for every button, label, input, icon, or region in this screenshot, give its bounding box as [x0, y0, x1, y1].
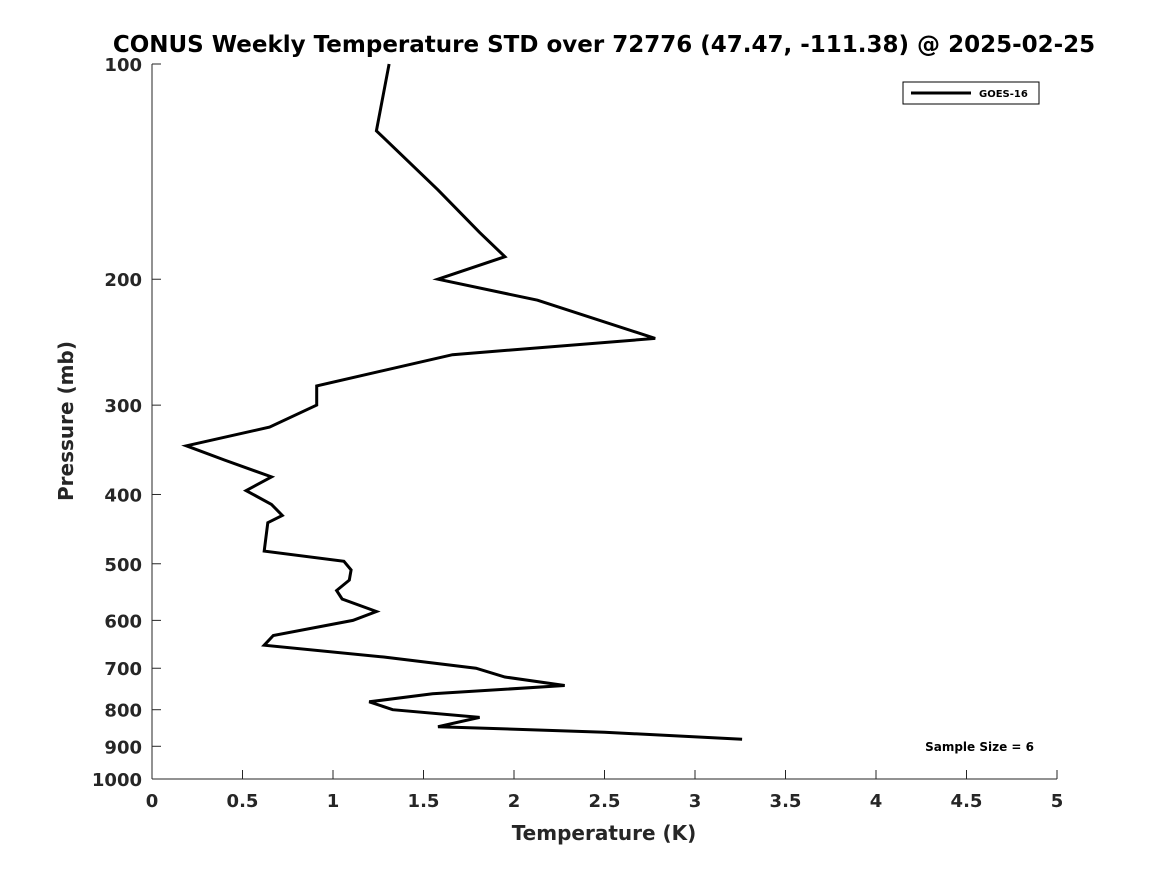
x-tick-label: 0	[146, 791, 159, 812]
y-tick-label: 900	[104, 737, 142, 758]
series-line-goes-16	[181, 63, 743, 741]
y-tick-label: 500	[104, 555, 142, 576]
x-tick-label: 4.5	[951, 791, 983, 812]
y-tick-label: 800	[104, 701, 142, 722]
y-tick-label: 700	[104, 659, 142, 680]
x-axis-label: Temperature (K)	[512, 821, 697, 845]
x-ticks: 0 0.5 1 1.5 2 2.5 3 3.5 4 4.5 5	[146, 770, 1064, 812]
x-tick-label: 1	[327, 791, 340, 812]
x-tick-label: 4	[870, 791, 883, 812]
y-tick-label: 200	[104, 270, 142, 291]
y-axis-label: Pressure (mb)	[54, 341, 78, 501]
y-tick-label: 1000	[92, 770, 142, 791]
chart-title: CONUS Weekly Temperature STD over 72776 …	[113, 32, 1095, 58]
x-tick-label: 2	[508, 791, 521, 812]
y-tick-label: 100	[104, 55, 142, 76]
sample-size-annotation: Sample Size = 6	[925, 740, 1034, 754]
x-tick-label: 0.5	[227, 791, 259, 812]
legend: GOES-16	[902, 81, 1040, 105]
x-tick-label: 5	[1051, 791, 1064, 812]
y-tick-label: 300	[104, 396, 142, 417]
legend-label-goes-16: GOES-16	[979, 89, 1028, 100]
y-ticks: 100 200 300 400 500 600 700 800 900 1000	[92, 55, 161, 791]
x-tick-label: 3	[689, 791, 702, 812]
y-tick-label: 400	[104, 485, 142, 506]
x-tick-label: 2.5	[589, 791, 621, 812]
y-tick-label: 600	[104, 611, 142, 632]
x-tick-label: 1.5	[408, 791, 440, 812]
x-tick-label: 3.5	[770, 791, 802, 812]
